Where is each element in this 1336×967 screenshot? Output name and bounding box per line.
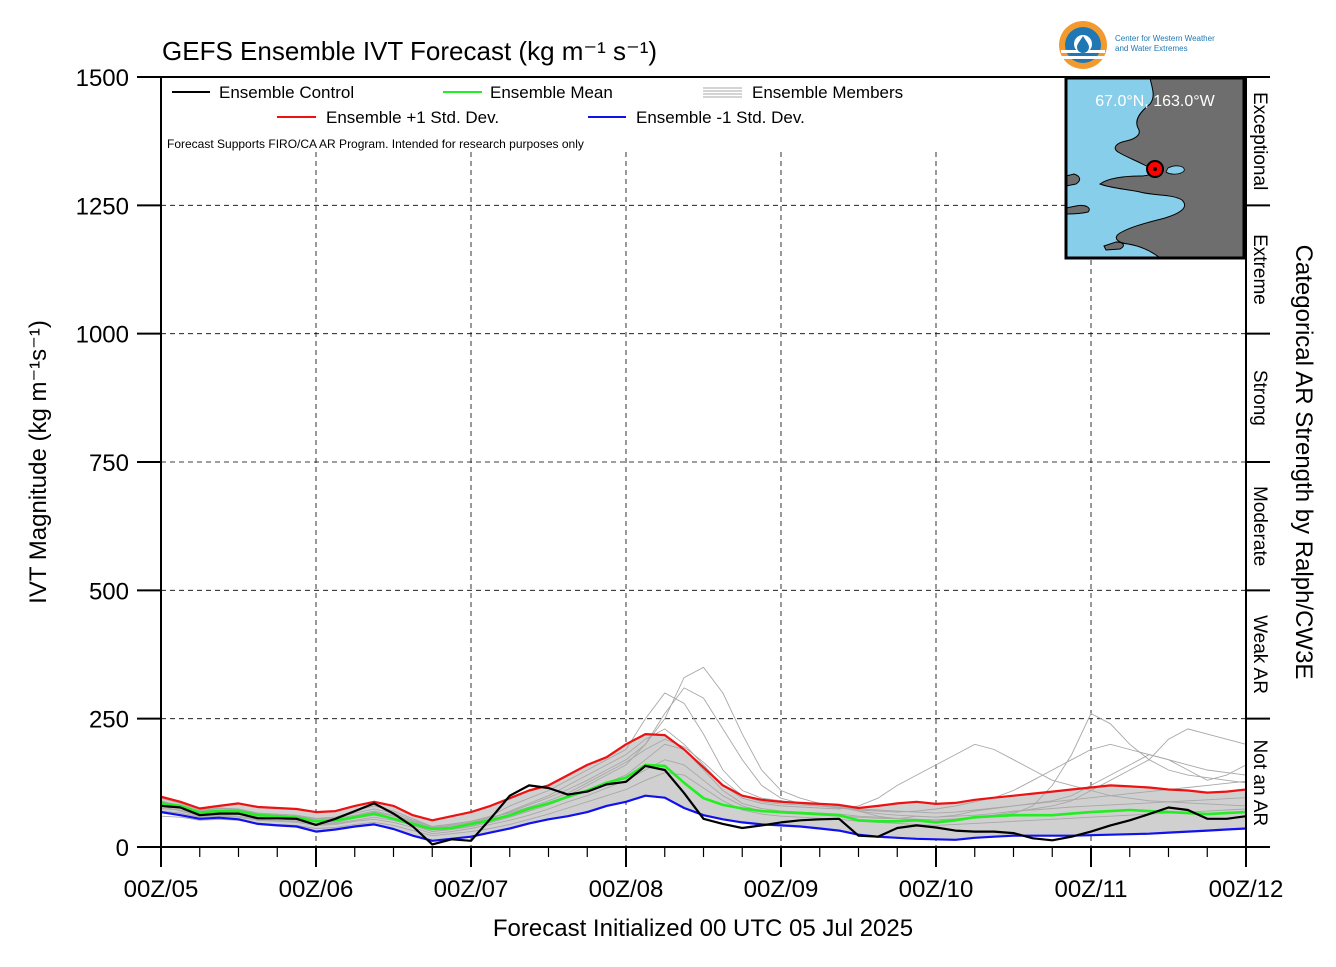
y-tick-label: 0 <box>116 835 129 862</box>
legend-label-mean: Ensemble Mean <box>490 83 613 102</box>
logo-wave-2 <box>1062 56 1104 59</box>
ensemble-member-line-2 <box>161 666 1246 833</box>
y-tick-label: 500 <box>89 578 129 605</box>
inset-map-land-west <box>1066 173 1081 187</box>
category-label: Not an AR <box>1249 740 1270 827</box>
grid-lines <box>161 152 1246 847</box>
plus-std-line <box>161 733 1246 822</box>
x-tick-label: 00Z/07 <box>434 876 509 903</box>
y-tick-label: 250 <box>89 707 129 734</box>
legend-label-members: Ensemble Members <box>752 83 903 102</box>
y-tick-label: 1250 <box>76 193 129 220</box>
category-label: Moderate <box>1249 486 1270 566</box>
cw3e-logo: Center for Western Weather and Water Ext… <box>1059 21 1215 69</box>
x-axis-ticks: 00Z/05 00Z/06 00Z/07 00Z/08 00Z/09 00Z/10 00Z/… <box>124 847 1284 903</box>
category-label: Weak AR <box>1249 615 1270 694</box>
category-label: Extreme <box>1249 234 1270 305</box>
spread-band <box>161 734 1246 841</box>
ensemble-member-line-7 <box>161 772 1246 837</box>
logo-droplet-icon <box>1077 36 1089 53</box>
y-axis-ticks: 0 250 500 750 1000 1250 1500 <box>76 65 161 862</box>
ensemble-member-line-4 <box>161 712 1246 833</box>
legend-label-minus-std: Ensemble -1 Std. Dev. <box>636 108 805 127</box>
legend-swatch-members <box>703 87 742 98</box>
x-tick-label: 00Z/06 <box>279 876 354 903</box>
mean-line <box>161 763 1246 831</box>
inset-map-lagoon <box>1165 165 1185 175</box>
ensemble-series <box>161 733 1246 846</box>
inset-map-frame <box>1064 76 1246 260</box>
legend: Ensemble Control Ensemble Mean Ensemble … <box>167 83 903 151</box>
control-line <box>161 764 1246 846</box>
category-label: Strong <box>1249 370 1270 426</box>
inset-map-island <box>1103 241 1124 251</box>
legend-label-control: Ensemble Control <box>219 83 354 102</box>
x-tick-label: 00Z/10 <box>899 876 974 903</box>
inset-map-land-southwest <box>1066 205 1090 215</box>
y-tick-label: 1000 <box>76 322 129 349</box>
chart-title: GEFS Ensemble IVT Forecast (kg m⁻¹ s⁻¹) <box>162 36 657 66</box>
ar-category-axis: Not an AR Weak AR Moderate Strong Extreme Exc… <box>1246 76 1270 848</box>
y-axis-label: IVT Magnitude (kg m⁻¹s⁻¹) <box>25 320 52 604</box>
legend-label-plus-std: Ensemble +1 Std. Dev. <box>326 108 499 127</box>
right-axis-label: Categorical AR Strength by Ralph/CW3E <box>1290 245 1317 680</box>
x-tick-label: 00Z/11 <box>1055 876 1128 903</box>
x-tick-label: 00Z/09 <box>744 876 819 903</box>
x-tick-label: 00Z/08 <box>589 876 664 903</box>
location-marker-dot <box>1153 167 1157 171</box>
inset-map-coordinates: 67.0°N, 163.0°W <box>1095 93 1215 110</box>
disclaimer-note: Forecast Supports FIRO/CA AR Program. In… <box>167 137 584 151</box>
category-label: Exceptional <box>1249 92 1270 190</box>
y-tick-label: 750 <box>89 450 129 477</box>
minus-std-line <box>161 794 1246 842</box>
inset-map: 67.0°N, 163.0°W <box>1064 76 1246 260</box>
logo-text-line1: Center for Western Weather <box>1115 34 1215 43</box>
ensemble-member-line-5 <box>161 728 1246 835</box>
y-tick-label: 1500 <box>76 65 129 92</box>
x-axis-label: Forecast Initialized 00 UTC 05 Jul 2025 <box>493 915 913 942</box>
x-tick-label: 00Z/05 <box>124 876 199 903</box>
x-tick-label: 00Z/12 <box>1209 876 1284 903</box>
logo-text-line2: and Water Extremes <box>1115 44 1188 53</box>
